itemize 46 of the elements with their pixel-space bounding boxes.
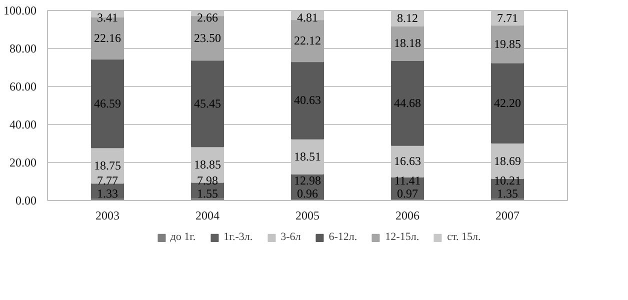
data-label: 12.98	[294, 174, 321, 188]
x-tick-label: 2005	[296, 208, 320, 222]
data-label: 1.35	[497, 186, 518, 200]
data-label: 0.96	[297, 186, 318, 200]
data-label: 46.59	[94, 96, 121, 110]
data-label: 7.98	[197, 174, 218, 188]
x-tick-label: 2003	[96, 208, 120, 222]
data-label: 23.50	[194, 30, 221, 45]
y-tick-label: 100.00	[4, 4, 36, 18]
x-tick-label: 2007	[496, 208, 520, 222]
legend-label: 3-6л	[280, 231, 301, 243]
data-label: 4.81	[297, 10, 318, 24]
x-tick-label: 2006	[396, 208, 420, 222]
data-label: 18.85	[194, 157, 221, 172]
data-label: 45.45	[194, 96, 221, 110]
data-label: 0.97	[397, 186, 418, 200]
data-label: 22.12	[294, 34, 321, 48]
y-tick-label: 20.00	[10, 156, 36, 170]
data-label: 40.63	[294, 93, 321, 108]
data-label: 7.77	[97, 174, 118, 188]
legend-label: 6-12л.	[328, 231, 358, 243]
data-label: 8.12	[397, 11, 418, 26]
y-tick-label: 40.00	[10, 118, 36, 132]
data-label: 44.68	[394, 96, 421, 110]
x-tick-label: 2004	[196, 208, 220, 222]
data-label: 19.85	[494, 36, 521, 51]
data-label: 22.16	[94, 31, 121, 46]
data-label: 11.41	[394, 174, 421, 188]
data-label: 1.55	[197, 186, 218, 200]
y-tick-label: 60.00	[10, 80, 36, 94]
data-label: 2.66	[197, 10, 218, 24]
data-label: 7.71	[497, 10, 518, 25]
data-label: 18.18	[394, 36, 421, 50]
data-label: 16.63	[394, 154, 421, 168]
data-label: 1.33	[97, 186, 118, 200]
legend-label: до 1г.	[170, 231, 196, 243]
legend-label: ст. 15л.	[447, 231, 481, 243]
data-label: 3.41	[97, 10, 118, 24]
data-label: 42.20	[494, 96, 521, 110]
y-tick-label: 80.00	[10, 42, 36, 56]
y-tick-label: 0.00	[16, 194, 36, 208]
legend-label: 12-15л.	[385, 231, 420, 243]
data-label: 18.69	[494, 154, 521, 168]
legend-label: 1г.-3л.	[224, 231, 253, 243]
data-label: 18.75	[94, 158, 121, 172]
data-label: 18.51	[294, 149, 321, 164]
